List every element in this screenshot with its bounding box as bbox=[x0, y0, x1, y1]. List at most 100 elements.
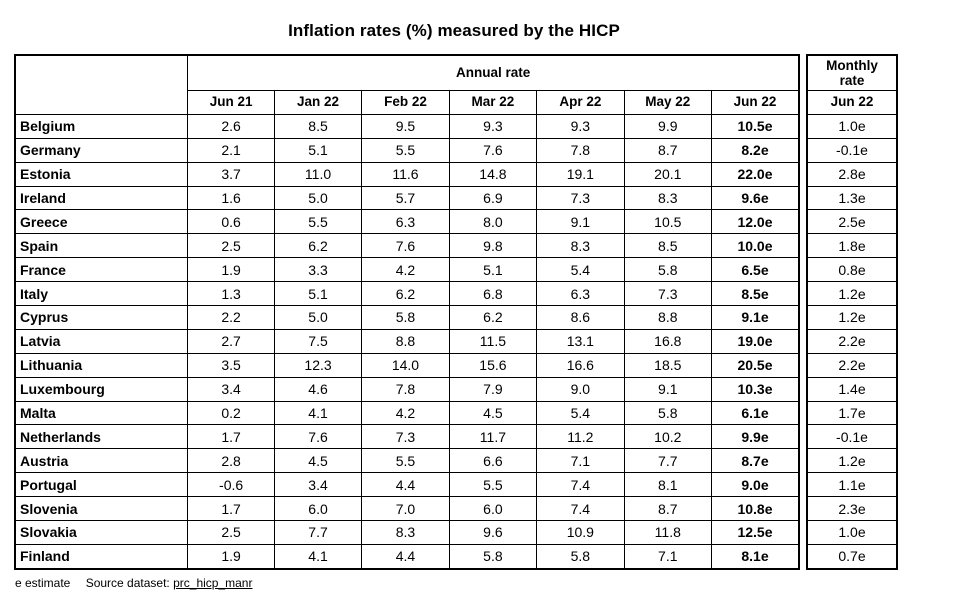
monthly-rate-cell: 0.8e bbox=[806, 257, 898, 283]
table-row: 1.2e bbox=[806, 305, 898, 330]
rate-cell: 4.2 bbox=[361, 400, 450, 426]
table-row: Germany 2.1 5.1 5.5 7.6 7.8 8.7 8.2e bbox=[14, 137, 800, 163]
table-row: Latvia 2.7 7.5 8.8 11.5 13.1 16.8 19.0e bbox=[14, 328, 800, 354]
rate-cell: 5.5 bbox=[273, 209, 363, 235]
rate-cell: 5.5 bbox=[361, 448, 450, 474]
rate-cell: 11.7 bbox=[448, 424, 538, 450]
rate-cell: 11.5 bbox=[448, 328, 538, 354]
monthly-header-line2: rate bbox=[839, 73, 865, 88]
rate-cell: 4.6 bbox=[273, 376, 363, 402]
rate-cell: 19.0e bbox=[711, 328, 800, 354]
rate-cell: 8.8 bbox=[361, 328, 450, 354]
rate-cell: 3.5 bbox=[187, 352, 275, 378]
rate-cell: 2.2 bbox=[187, 305, 275, 330]
rate-cell: 8.8 bbox=[623, 305, 713, 330]
table-row: 1.1e bbox=[806, 472, 898, 498]
table-row: 1.4e bbox=[806, 376, 898, 402]
column-header: Jun 21 bbox=[187, 90, 275, 115]
rate-cell: 9.5 bbox=[361, 113, 450, 139]
table-row: Luxembourg 3.4 4.6 7.8 7.9 9.0 9.1 10.3e bbox=[14, 376, 800, 402]
annual-rate-header: Annual rate bbox=[187, 54, 800, 91]
rate-cell: 11.6 bbox=[361, 161, 450, 187]
rate-cell: 1.7 bbox=[187, 496, 275, 522]
rate-cell: 5.8 bbox=[361, 305, 450, 330]
rate-cell: 1.6 bbox=[187, 185, 275, 211]
monthly-rate-cell: 0.7e bbox=[806, 543, 898, 570]
table-row: Netherlands 1.7 7.6 7.3 11.7 11.2 10.2 9.9e bbox=[14, 424, 800, 450]
rate-cell: -0.6 bbox=[187, 472, 275, 498]
rate-cell: 6.3 bbox=[361, 209, 450, 235]
table-row: 2.2e bbox=[806, 328, 898, 354]
table-row: Estonia 3.7 11.0 11.6 14.8 19.1 20.1 22.0e bbox=[14, 161, 800, 187]
rate-cell: 10.0e bbox=[711, 233, 800, 259]
table-row: 1.8e bbox=[806, 233, 898, 259]
table-row: Austria 2.8 4.5 5.5 6.6 7.1 7.7 8.7e bbox=[14, 448, 800, 474]
country-label: Portugal bbox=[14, 472, 189, 498]
rate-cell: 9.0e bbox=[711, 472, 800, 498]
rate-cell: 5.5 bbox=[361, 137, 450, 163]
rate-cell: 9.1e bbox=[711, 305, 800, 330]
rate-cell: 6.5e bbox=[711, 257, 800, 283]
table-row: -0.1e bbox=[806, 424, 898, 450]
rate-cell: 10.8e bbox=[711, 496, 800, 522]
rate-cell: 9.1 bbox=[536, 209, 625, 235]
country-label: France bbox=[14, 257, 189, 283]
rate-cell: 15.6 bbox=[448, 352, 538, 378]
table-row: 0.7e bbox=[806, 543, 898, 570]
rate-cell: 8.7e bbox=[711, 448, 800, 474]
rate-cell: 6.2 bbox=[448, 305, 538, 330]
country-label: Ireland bbox=[14, 185, 189, 211]
rate-cell: 16.6 bbox=[536, 352, 625, 378]
rate-cell: 7.0 bbox=[361, 496, 450, 522]
column-header: Mar 22 bbox=[448, 90, 538, 115]
rate-cell: 7.7 bbox=[273, 520, 363, 545]
table-row: Ireland 1.6 5.0 5.7 6.9 7.3 8.3 9.6e bbox=[14, 185, 800, 211]
rate-cell: 7.6 bbox=[273, 424, 363, 450]
table-row: 2.5e bbox=[806, 209, 898, 235]
rate-cell: 5.1 bbox=[273, 281, 363, 307]
source-dataset-link[interactable]: prc_hicp_manr bbox=[173, 576, 253, 590]
rate-cell: 8.5 bbox=[273, 113, 363, 139]
rate-cell: 6.9 bbox=[448, 185, 538, 211]
rate-cell: 9.1 bbox=[623, 376, 713, 402]
rate-cell: 4.1 bbox=[273, 400, 363, 426]
rate-cell: 12.5e bbox=[711, 520, 800, 545]
country-label: Estonia bbox=[14, 161, 189, 187]
country-label: Finland bbox=[14, 543, 189, 570]
column-header: May 22 bbox=[623, 90, 713, 115]
monthly-rate-cell: 1.0e bbox=[806, 113, 898, 139]
column-header: Apr 22 bbox=[536, 90, 625, 115]
rate-cell: 8.0 bbox=[448, 209, 538, 235]
rate-cell: 1.7 bbox=[187, 424, 275, 450]
table-row: 2.8e bbox=[806, 161, 898, 187]
rate-cell: 7.3 bbox=[361, 424, 450, 450]
monthly-header-line1: Monthly bbox=[826, 58, 878, 73]
rate-cell: 1.9 bbox=[187, 543, 275, 570]
rate-cell: 7.4 bbox=[536, 496, 625, 522]
rate-cell: 10.5e bbox=[711, 113, 800, 139]
country-label: Slovakia bbox=[14, 520, 189, 545]
rate-cell: 6.3 bbox=[536, 281, 625, 307]
rate-cell: 2.6 bbox=[187, 113, 275, 139]
rate-cell: 5.7 bbox=[361, 185, 450, 211]
rate-cell: 8.3 bbox=[623, 185, 713, 211]
rate-cell: 9.3 bbox=[448, 113, 538, 139]
table-row: -0.1e bbox=[806, 137, 898, 163]
monthly-rate-header: Monthly rate bbox=[806, 54, 898, 91]
rate-cell: 14.0 bbox=[361, 352, 450, 378]
table-row: Portugal -0.6 3.4 4.4 5.5 7.4 8.1 9.0e bbox=[14, 472, 800, 498]
rate-cell: 5.0 bbox=[273, 185, 363, 211]
estimate-note: e estimate bbox=[15, 576, 71, 590]
rate-cell: 11.8 bbox=[623, 520, 713, 545]
rate-cell: 22.0e bbox=[711, 161, 800, 187]
rate-cell: 8.2e bbox=[711, 137, 800, 163]
rate-cell: 8.7 bbox=[623, 496, 713, 522]
rate-cell: 8.5 bbox=[623, 233, 713, 259]
rate-cell: 9.8 bbox=[448, 233, 538, 259]
rate-cell: 12.0e bbox=[711, 209, 800, 235]
monthly-rate-cell: 2.2e bbox=[806, 328, 898, 354]
country-label: Malta bbox=[14, 400, 189, 426]
table-row: 1.2e bbox=[806, 448, 898, 474]
rate-cell: 3.4 bbox=[273, 472, 363, 498]
rate-cell: 8.5e bbox=[711, 281, 800, 307]
